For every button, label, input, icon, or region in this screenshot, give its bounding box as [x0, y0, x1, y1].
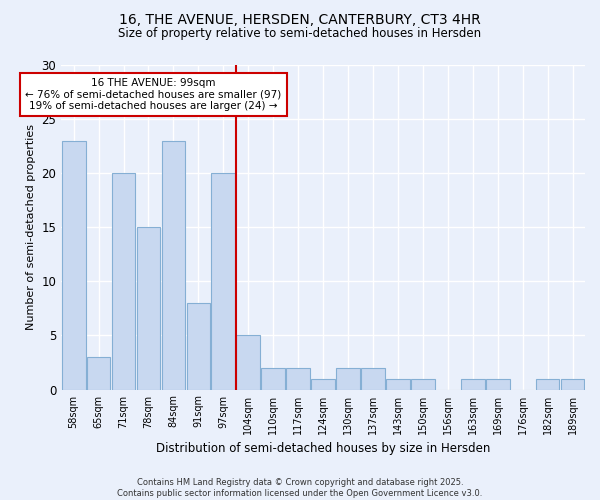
Bar [386, 378, 410, 390]
Bar [87, 357, 110, 390]
Bar [461, 378, 485, 390]
Bar [311, 378, 335, 390]
Bar [236, 336, 260, 390]
Text: 16 THE AVENUE: 99sqm
← 76% of semi-detached houses are smaller (97)
19% of semi-: 16 THE AVENUE: 99sqm ← 76% of semi-detac… [25, 78, 281, 111]
Bar [336, 368, 360, 390]
Bar [112, 173, 136, 390]
Bar [411, 378, 435, 390]
Bar [286, 368, 310, 390]
Text: Size of property relative to semi-detached houses in Hersden: Size of property relative to semi-detach… [118, 28, 482, 40]
Bar [137, 228, 160, 390]
Bar [262, 368, 285, 390]
Y-axis label: Number of semi-detached properties: Number of semi-detached properties [26, 124, 36, 330]
Bar [361, 368, 385, 390]
Bar [211, 173, 235, 390]
Text: Contains HM Land Registry data © Crown copyright and database right 2025.
Contai: Contains HM Land Registry data © Crown c… [118, 478, 482, 498]
Bar [161, 140, 185, 390]
Bar [486, 378, 509, 390]
Bar [187, 303, 210, 390]
Bar [536, 378, 559, 390]
Bar [62, 140, 86, 390]
Text: 16, THE AVENUE, HERSDEN, CANTERBURY, CT3 4HR: 16, THE AVENUE, HERSDEN, CANTERBURY, CT3… [119, 12, 481, 26]
X-axis label: Distribution of semi-detached houses by size in Hersden: Distribution of semi-detached houses by … [156, 442, 490, 455]
Bar [560, 378, 584, 390]
